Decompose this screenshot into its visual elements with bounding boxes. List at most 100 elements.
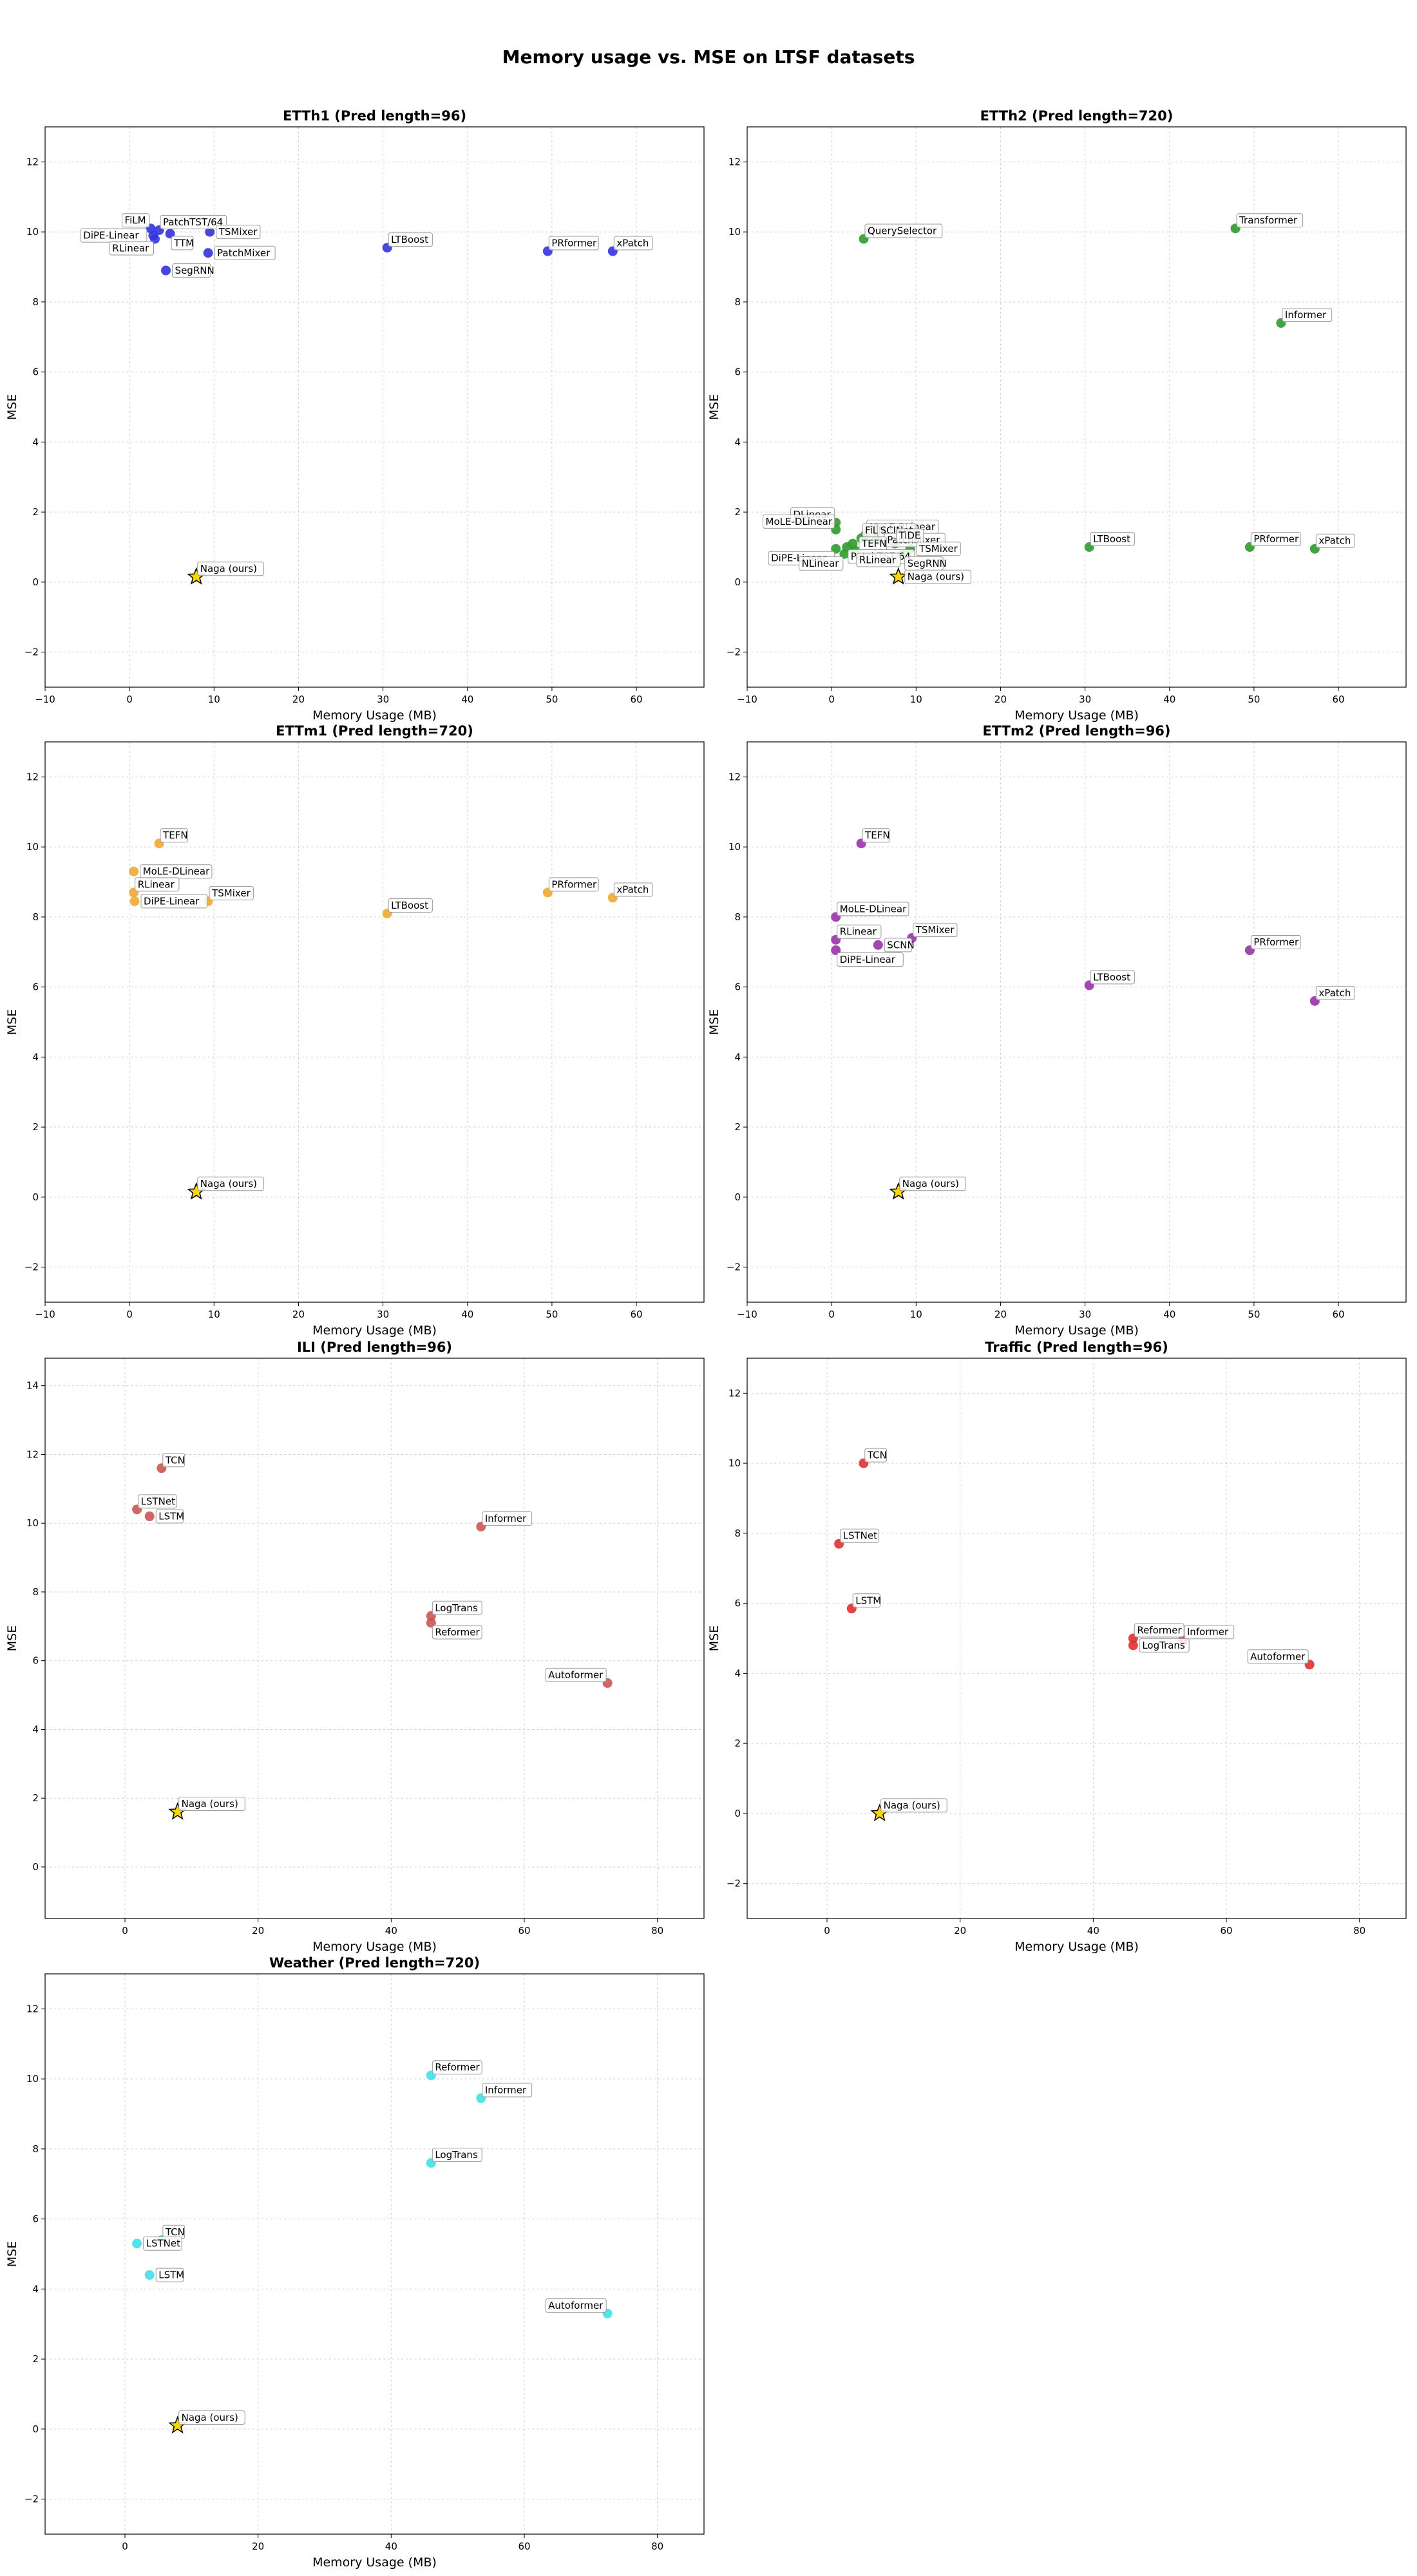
plot-area (45, 1974, 704, 2534)
point-label: PatchMixer (217, 247, 271, 259)
label-box (856, 553, 901, 567)
label-box (1184, 1625, 1235, 1640)
y-tick-label: 10 (26, 1517, 39, 1529)
label-box (162, 1453, 185, 1468)
y-tick-label: 6 (734, 981, 741, 993)
point-label: LTBoost (1093, 971, 1130, 983)
point-label: TSMixer (915, 924, 955, 936)
label-box (160, 828, 188, 843)
x-tick-label: 40 (1163, 1309, 1175, 1320)
y-tick-label: 0 (734, 1808, 741, 1819)
subplot-title: ETTh1 (Pred length=96) (283, 108, 466, 124)
x-tick-label: 20 (252, 1925, 264, 1937)
point-label: SegRNN (175, 265, 214, 276)
x-tick-label: 40 (461, 1309, 473, 1320)
point-label: FiLM (125, 214, 146, 226)
point-label: LTBoost (1093, 533, 1130, 545)
label-box (837, 902, 909, 916)
x-tick-label: −10 (35, 694, 55, 705)
y-tick-label: 2 (734, 506, 741, 518)
y-tick-label: 0 (32, 1191, 39, 1203)
point-label: TSMixer (211, 887, 251, 899)
point-label: DiPE-Linear (840, 954, 896, 965)
x-tick-label: 40 (385, 2541, 397, 2552)
subplot-2: −10 0 10 20 30 40 50 60 −2 0 2 4 6 8 10 12 ETTh2 (Pred l… (707, 108, 1407, 723)
plot-area (45, 1358, 704, 1918)
x-tick-label: 20 (292, 694, 305, 705)
y-tick-label: −2 (727, 1262, 741, 1273)
point-label: RLinear (840, 926, 877, 938)
point-label: Naga (ours) (200, 563, 257, 574)
label-box (1247, 1649, 1309, 1664)
point-label: RLinear (859, 554, 897, 565)
y-tick-label: 0 (734, 576, 741, 588)
marker-point (144, 2270, 155, 2280)
point-label: Naga (ours) (902, 1178, 959, 1189)
label-box (1282, 308, 1333, 322)
y-tick-label: 2 (32, 1792, 39, 1804)
point-label: Autoformer (548, 2300, 604, 2311)
subplot-title: ETTh2 (Pred length=720) (980, 108, 1174, 124)
marker-star (889, 567, 908, 585)
x-tick-label: 60 (518, 2541, 530, 2552)
label-box (884, 938, 913, 952)
point-label: Naga (ours) (200, 1178, 257, 1189)
y-tick-label: −2 (727, 1878, 741, 1889)
label-box (864, 223, 943, 238)
y-tick-label: 2 (32, 1121, 39, 1133)
x-tick-label: 40 (461, 694, 473, 705)
label-box (178, 1797, 245, 1812)
plot-frame (747, 126, 1407, 688)
y-tick-label: 4 (32, 436, 39, 448)
y-tick-label: 2 (734, 1121, 741, 1133)
x-tick-label: 60 (1333, 694, 1345, 705)
y-tick-label: 8 (734, 911, 741, 923)
point-label: LSTM (158, 2269, 184, 2281)
x-tick-label: 0 (828, 1309, 835, 1320)
y-tick-label: 12 (26, 771, 39, 782)
y-tick-label: 0 (32, 1861, 39, 1873)
point-label: TSMixer (218, 226, 258, 238)
y-tick-label: −2 (24, 1262, 39, 1273)
point-label: Naga (ours) (884, 1799, 940, 1811)
marker-point (129, 866, 139, 876)
y-tick-label: 4 (734, 1051, 741, 1063)
x-tick-label: 50 (1248, 694, 1260, 705)
point-label: RLinear (112, 243, 149, 254)
subplot-title: Weather (Pred length=720) (269, 1955, 480, 1971)
point-label: PRformer (551, 238, 597, 249)
y-tick-label: −2 (24, 2494, 39, 2505)
subplot-1: −10 0 10 20 30 40 50 60 −2 0 2 4 6 8 10 12 ETTh1 (Pred l… (5, 108, 705, 723)
x-tick-label: 30 (377, 1309, 389, 1320)
marker-point (1128, 1640, 1138, 1651)
point-label: Reformer (435, 1626, 480, 1638)
label-box (1250, 935, 1301, 950)
y-tick-label: 10 (728, 1457, 741, 1469)
y-tick-label: 6 (32, 981, 39, 993)
label-box (197, 562, 264, 576)
point-label: LSTM (855, 1595, 881, 1606)
y-tick-label: 4 (32, 2283, 39, 2295)
marker-point (873, 940, 883, 950)
point-label: xPatch (1318, 987, 1351, 999)
label-box (837, 924, 882, 939)
x-tick-label: 60 (631, 694, 643, 705)
y-axis-label: MSE (707, 394, 721, 420)
label-box (1250, 532, 1301, 546)
x-tick-label: 30 (1079, 694, 1091, 705)
y-tick-label: 12 (26, 2003, 39, 2014)
label-box (143, 2236, 182, 2251)
y-tick-label: 0 (32, 576, 39, 588)
point-label: xPatch (1318, 535, 1351, 547)
label-box (216, 225, 261, 240)
x-axis-label: Memory Usage (MB) (312, 2555, 437, 2570)
x-tick-label: −10 (737, 1309, 757, 1320)
marker-point (205, 227, 215, 237)
point-label: Naga (ours) (182, 2412, 238, 2423)
point-label: xPatch (616, 238, 649, 249)
point-label: PatchTST/64 (163, 216, 223, 228)
point-label: Informer (485, 1513, 527, 1524)
x-tick-label: 20 (292, 1309, 305, 1320)
point-label: TTM (173, 237, 194, 249)
